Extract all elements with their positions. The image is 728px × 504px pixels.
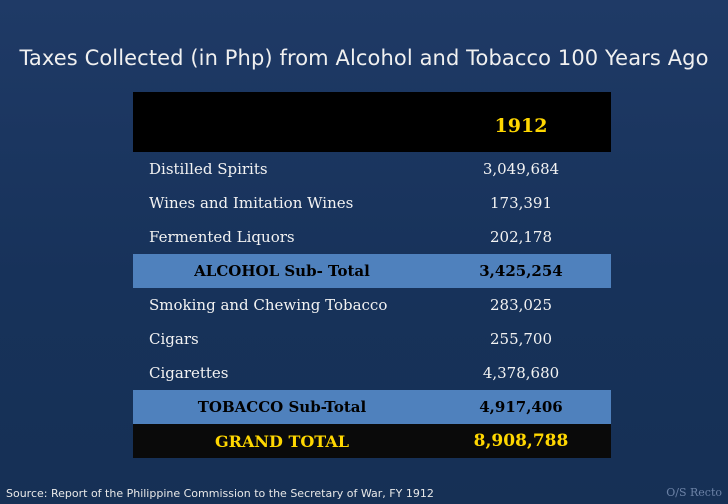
slide-title: Taxes Collected (in Php) from Alcohol an… xyxy=(19,46,709,70)
author-credit: O/S Recto xyxy=(666,486,722,499)
subtotal-value: 4,917,406 xyxy=(431,390,611,424)
tobacco-subtotal-row: TOBACCO Sub-Total 4,917,406 xyxy=(133,390,611,424)
table-row: Cigars 255,700 xyxy=(133,322,611,356)
row-label: Cigarettes xyxy=(149,364,229,382)
subtotal-label: TOBACCO Sub-Total xyxy=(133,390,431,424)
grand-total-row: GRAND TOTAL 8,908,788 xyxy=(133,424,611,458)
row-value: 4,378,680 xyxy=(482,364,560,382)
subtotal-label: ALCOHOL Sub- Total xyxy=(133,254,431,288)
tax-table: 1912 Distilled Spirits 3,049,684 Wines a… xyxy=(133,92,611,458)
row-value: 283,025 xyxy=(489,296,553,314)
table-row: Distilled Spirits 3,049,684 xyxy=(133,152,611,186)
source-note: Source: Report of the Philippine Commiss… xyxy=(6,487,434,500)
row-value: 173,391 xyxy=(489,194,553,212)
year-header: 1912 xyxy=(431,92,611,152)
subtotal-value: 3,425,254 xyxy=(431,254,611,288)
grand-total-value: 8,908,788 xyxy=(431,424,611,458)
alcohol-subtotal-row: ALCOHOL Sub- Total 3,425,254 xyxy=(133,254,611,288)
table-header-row: 1912 xyxy=(133,92,611,152)
table-row: Smoking and Chewing Tobacco 283,025 xyxy=(133,288,611,322)
row-label: Cigars xyxy=(149,330,199,348)
row-label: Fermented Liquors xyxy=(149,228,295,246)
row-value: 202,178 xyxy=(489,228,553,246)
row-value: 3,049,684 xyxy=(482,160,560,178)
row-label: Wines and Imitation Wines xyxy=(149,194,354,212)
table-row: Wines and Imitation Wines 173,391 xyxy=(133,186,611,220)
header-blank-cell xyxy=(133,92,431,152)
row-label: Smoking and Chewing Tobacco xyxy=(149,296,388,314)
grand-total-label: GRAND TOTAL xyxy=(133,424,431,458)
row-label: Distilled Spirits xyxy=(149,160,268,178)
table-row: Fermented Liquors 202,178 xyxy=(133,220,611,254)
row-value: 255,700 xyxy=(489,330,553,348)
table-row: Cigarettes 4,378,680 xyxy=(133,356,611,390)
